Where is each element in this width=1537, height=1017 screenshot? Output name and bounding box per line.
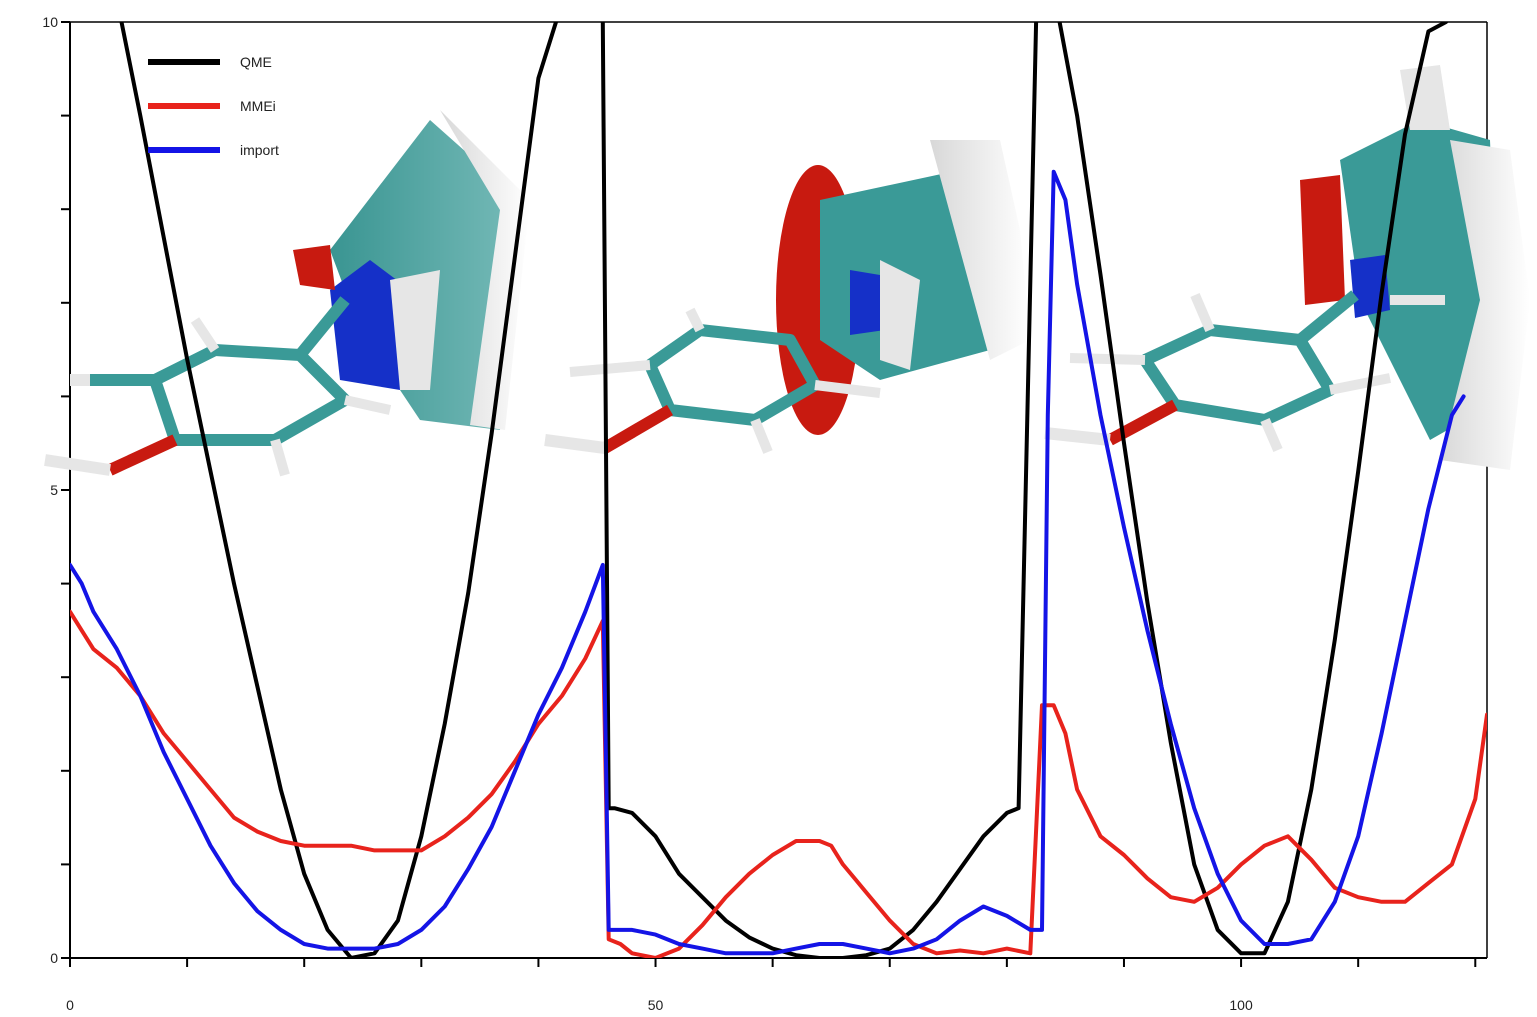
y-tick-label: 5 [50, 482, 58, 498]
y-tick-label: 0 [50, 950, 58, 966]
legend-label-qme: QME [240, 54, 272, 70]
axis-tick-labels: 0 50 100 0 5 10 [42, 14, 1253, 1013]
y-tick-label: 10 [42, 14, 58, 30]
series-layer [70, 22, 1487, 958]
x-tick-label: 0 [66, 997, 74, 1012]
x-tick-label: 100 [1229, 997, 1253, 1012]
legend-label-import: import [240, 142, 279, 158]
x-tick-label: 50 [648, 997, 664, 1012]
axis-ticks [61, 21, 1477, 967]
legend-label-mmei: MMEi [240, 98, 276, 114]
series-line-import [70, 169, 1466, 956]
molecule-1-image [44, 110, 530, 477]
molecule-2-image [544, 140, 1030, 454]
series-line-mmei [70, 609, 1487, 958]
molecule-3-image [1044, 65, 1530, 470]
molecule-illustrations [44, 65, 1530, 477]
legend: QME MMEi import [148, 54, 279, 158]
plot-frame [69, 21, 1488, 959]
series-line-qme [119, 22, 1448, 958]
